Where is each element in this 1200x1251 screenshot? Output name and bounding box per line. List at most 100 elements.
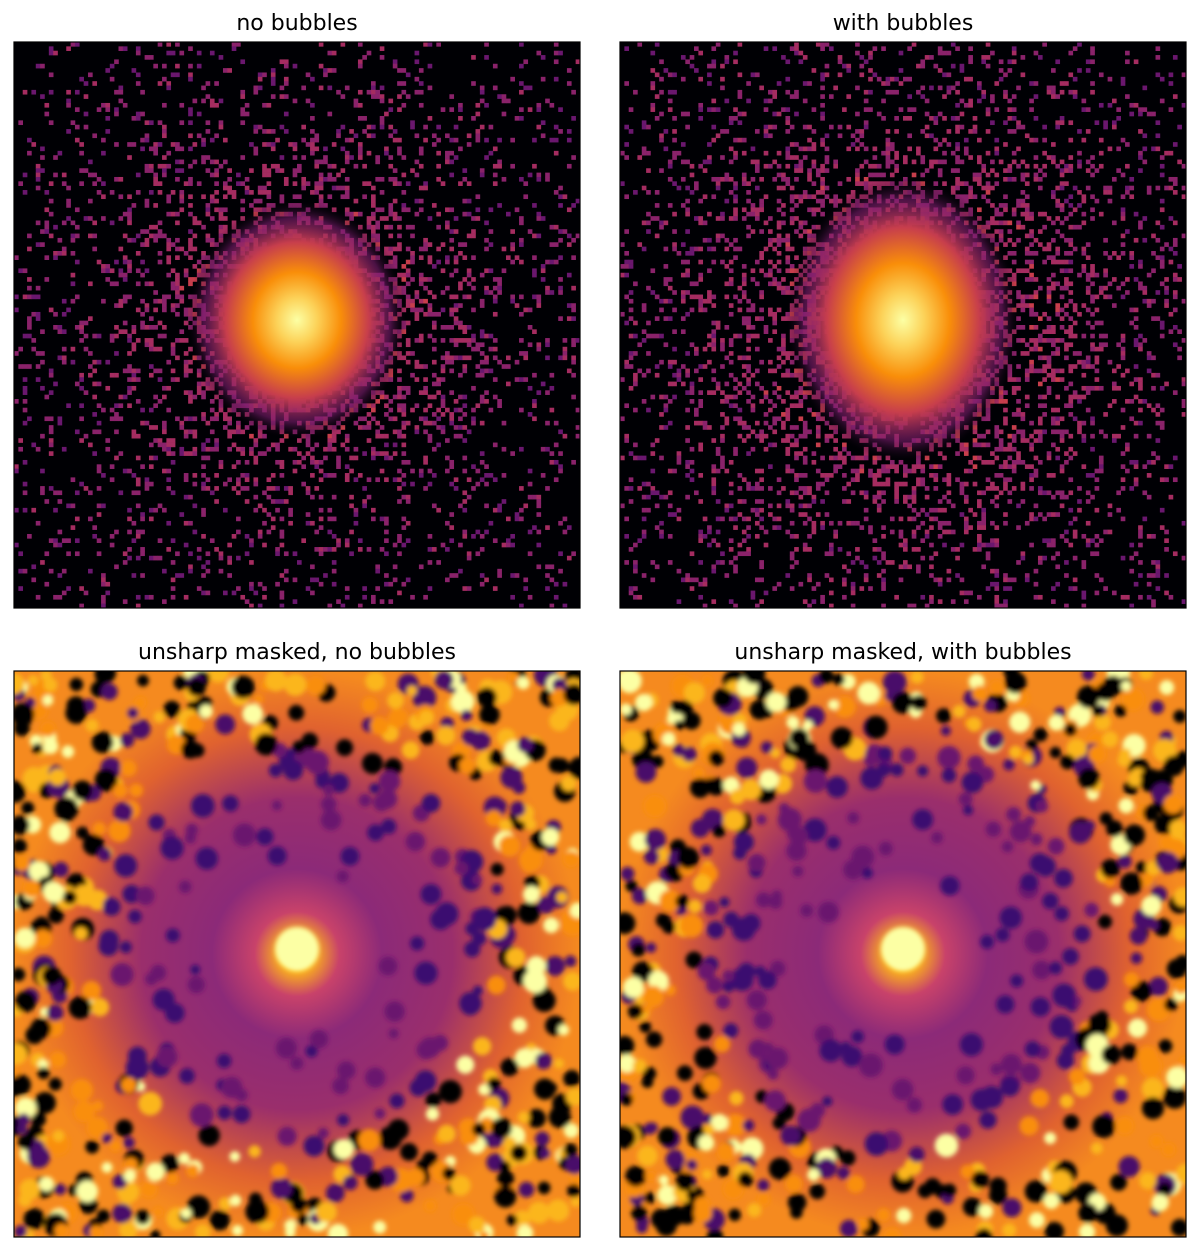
pixel — [405, 359, 411, 365]
pixel — [746, 390, 751, 395]
pixel — [414, 59, 420, 65]
pixel — [488, 473, 494, 478]
pixel — [776, 220, 782, 226]
pixel — [135, 433, 141, 439]
pixel — [392, 129, 398, 134]
pixel — [815, 198, 821, 204]
pixel — [31, 311, 37, 317]
pixel — [222, 137, 228, 143]
pixel — [379, 124, 385, 130]
pixel — [527, 529, 533, 535]
pixel — [746, 333, 751, 339]
pixel — [680, 298, 686, 304]
pixel — [646, 190, 651, 195]
pixel — [672, 137, 677, 143]
pixel — [179, 207, 185, 213]
pixel — [405, 385, 411, 391]
pixel — [646, 220, 651, 226]
pixel — [484, 399, 489, 404]
pixel — [253, 477, 259, 483]
pixel — [188, 163, 193, 169]
pixel — [759, 486, 764, 491]
pixel — [453, 294, 459, 300]
pixel — [92, 233, 98, 239]
pixel — [536, 216, 542, 221]
pixel — [815, 481, 821, 487]
pixel — [157, 438, 163, 443]
pixel — [227, 560, 232, 565]
pixel — [798, 390, 804, 395]
pixel — [118, 216, 124, 221]
pixel — [650, 560, 656, 565]
pixel — [824, 168, 830, 173]
pixel — [549, 290, 555, 295]
pixel — [327, 438, 333, 443]
pixel — [850, 586, 856, 591]
pixel — [270, 76, 276, 82]
pixel — [131, 377, 137, 382]
pixel — [214, 159, 219, 165]
pixel — [759, 507, 764, 513]
pixel — [74, 551, 80, 557]
pixel — [789, 124, 795, 130]
pixel — [672, 181, 677, 186]
pixel — [488, 124, 494, 130]
pixel — [746, 368, 751, 374]
pixel — [763, 590, 769, 596]
pixel — [96, 403, 102, 409]
pixel — [266, 102, 272, 108]
pixel — [14, 307, 19, 313]
pixel — [702, 516, 708, 522]
pixel — [536, 529, 542, 535]
pixel — [479, 359, 485, 365]
pixel — [449, 359, 455, 365]
pixel — [101, 264, 106, 269]
pixel — [148, 163, 154, 169]
pixel — [776, 355, 782, 361]
pixel — [70, 42, 76, 47]
pixel — [663, 68, 669, 73]
pixel — [109, 281, 115, 287]
pixel — [79, 325, 84, 330]
pixel — [794, 203, 799, 208]
pixel — [798, 220, 804, 226]
pixel — [327, 507, 333, 513]
pixel — [733, 525, 738, 530]
pixel — [162, 168, 167, 173]
pixel — [445, 155, 450, 160]
pixel — [820, 102, 825, 108]
pixel — [188, 255, 193, 260]
pixel — [140, 111, 145, 117]
pixel — [824, 477, 830, 483]
pixel — [715, 499, 721, 504]
pixel — [109, 220, 115, 226]
pixel — [466, 325, 472, 330]
pixel — [427, 303, 433, 308]
pixel — [375, 220, 381, 226]
pixel — [301, 185, 307, 191]
pixel — [571, 116, 576, 121]
pixel — [162, 163, 167, 169]
pixel — [646, 333, 651, 339]
pixel — [733, 446, 738, 452]
pixel — [824, 146, 830, 152]
pixel — [458, 320, 463, 326]
pixel — [484, 333, 489, 339]
pixel — [366, 216, 372, 221]
pixel — [575, 433, 580, 439]
pixel — [101, 194, 106, 200]
pixel — [553, 76, 559, 82]
pixel — [244, 176, 250, 182]
pixel — [405, 294, 411, 300]
pixel — [750, 277, 756, 282]
pixel — [750, 159, 756, 165]
pixel — [842, 63, 847, 69]
pixel — [811, 459, 817, 465]
pixel — [362, 486, 367, 491]
pixel — [366, 438, 372, 443]
pixel — [659, 333, 664, 339]
pixel — [266, 142, 272, 147]
pixel — [558, 464, 563, 469]
pixel — [676, 455, 682, 461]
pixel — [532, 403, 537, 409]
